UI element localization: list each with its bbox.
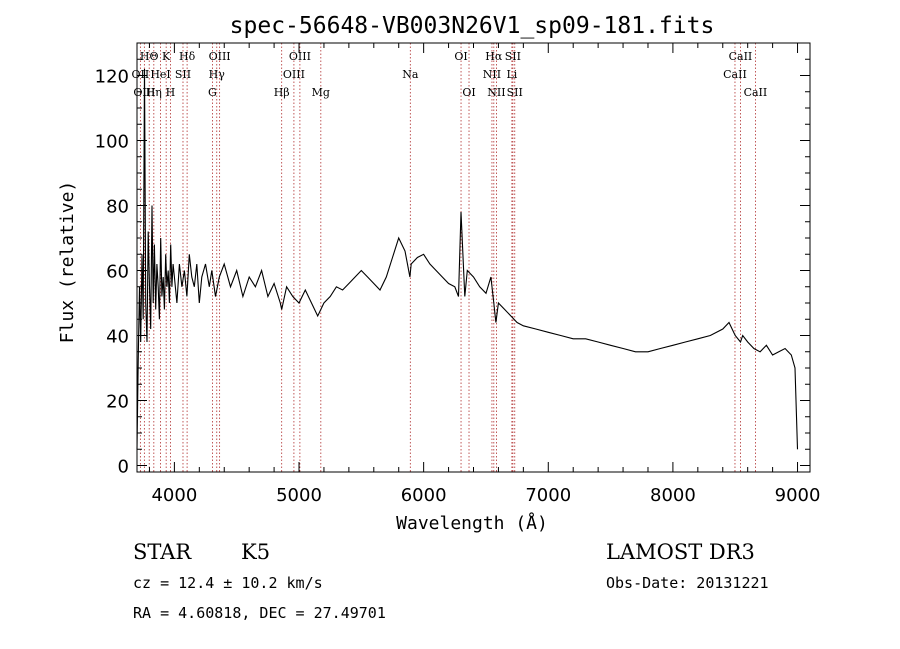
x-tick-label: 4000 [151, 485, 197, 506]
marker-label: CaII [723, 68, 747, 81]
object-subclass: K5 [241, 540, 271, 564]
marker-label: CaII [744, 86, 768, 99]
x-axis-ticks: 4000 5000 6000 7000 8000 9000 [148, 43, 821, 506]
marker-label: K [162, 50, 171, 63]
chart-title: spec-56648-VB003N26V1_sp09-181.fits [230, 13, 715, 39]
marker-label: Hη [146, 86, 162, 99]
y-tick-label: 60 [106, 262, 129, 283]
marker-label: CaII [729, 50, 753, 63]
y-tick-label: 100 [95, 132, 129, 153]
y-tick-label: 40 [106, 327, 129, 348]
x-tick-label: 9000 [775, 485, 821, 506]
marker-label: Hβ [274, 86, 290, 99]
marker-label: OIII [209, 50, 231, 63]
marker-label: NII [487, 86, 505, 99]
marker-label: HΘ [140, 50, 159, 63]
marker-label: OI [454, 50, 467, 63]
x-tick-label: 6000 [401, 485, 447, 506]
marker-label: Li [506, 68, 517, 81]
y-axis-ticks: 0 20 40 60 80 100 120 [95, 58, 810, 478]
y-axis-label: Flux (relative) [57, 181, 78, 344]
marker-label: H [166, 86, 176, 99]
plot-frame [136, 42, 811, 473]
marker-label: Hγ [209, 68, 226, 81]
marker-label: Hδ [179, 50, 196, 63]
marker-label: OIII [289, 50, 311, 63]
marker-label: OIII [283, 68, 305, 81]
y-tick-label: 20 [106, 392, 129, 413]
marker-label: NII [483, 68, 501, 81]
spectral-line-markers [139, 43, 756, 472]
spectrum-line [136, 68, 799, 450]
marker-label: G [208, 86, 217, 99]
object-class: STAR [133, 540, 192, 564]
x-tick-label: 8000 [650, 485, 696, 506]
y-tick-label: 120 [95, 67, 129, 88]
marker-label: HeI [150, 68, 170, 81]
obs-date: Obs-Date: 20131221 [606, 574, 769, 592]
x-tick-label: 5000 [276, 485, 322, 506]
marker-label: SII [507, 86, 523, 99]
redshift-text: cz = 12.4 ± 10.2 km/s [133, 574, 323, 592]
x-tick-label: 7000 [525, 485, 571, 506]
survey-name: LAMOST DR3 [606, 540, 755, 564]
marker-label: Hα [485, 50, 503, 63]
y-tick-label: 80 [106, 197, 129, 218]
x-axis-label: Wavelength (Å) [396, 512, 548, 534]
marker-label: Na [402, 68, 419, 81]
marker-label: SII [505, 50, 521, 63]
marker-label: OI [462, 86, 475, 99]
marker-label: Mg [312, 86, 330, 99]
coordinates: RA = 4.60818, DEC = 27.49701 [133, 604, 386, 622]
marker-label: OII [132, 68, 150, 81]
y-tick-label: 0 [118, 457, 129, 478]
marker-label: SII [175, 68, 191, 81]
